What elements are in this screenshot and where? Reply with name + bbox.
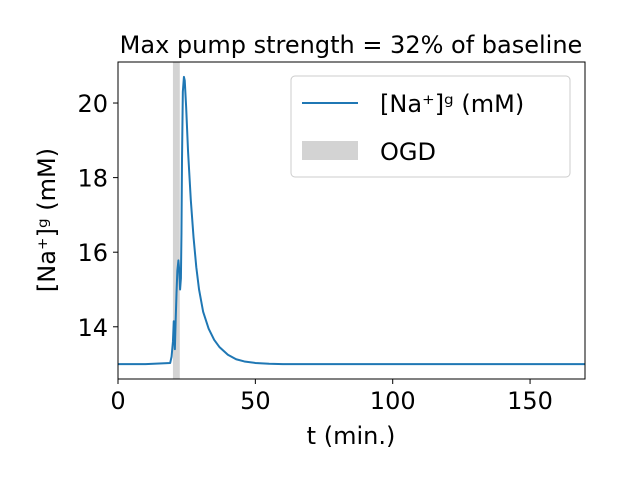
chart-title: Max pump strength = 32% of baseline (120, 31, 583, 59)
x-tick-label: 0 (110, 387, 125, 415)
y-tick-label: 18 (77, 165, 108, 193)
shaded-region-ogd (172, 62, 180, 379)
legend-label-series: [Na⁺]ᵍ (mM) (380, 90, 524, 118)
series-line (118, 75, 585, 366)
legend: [Na⁺]ᵍ (mM) OGD (290, 75, 571, 178)
x-tick-label: 100 (370, 387, 416, 415)
x-tick-label: 150 (507, 387, 553, 415)
legend-ogd-swatch (302, 141, 358, 160)
y-axis-label: [Na⁺]ᵍ (mM) (33, 148, 61, 292)
y-tick-label: 14 (77, 314, 108, 342)
legend-label-ogd: OGD (380, 138, 436, 166)
y-tick-label: 16 (77, 239, 108, 267)
y-tick-label: 20 (77, 90, 108, 118)
plot-frame (117, 61, 586, 380)
legend-box (290, 75, 571, 178)
x-axis-label: t (min.) (307, 422, 396, 450)
x-tick-label: 50 (240, 387, 271, 415)
